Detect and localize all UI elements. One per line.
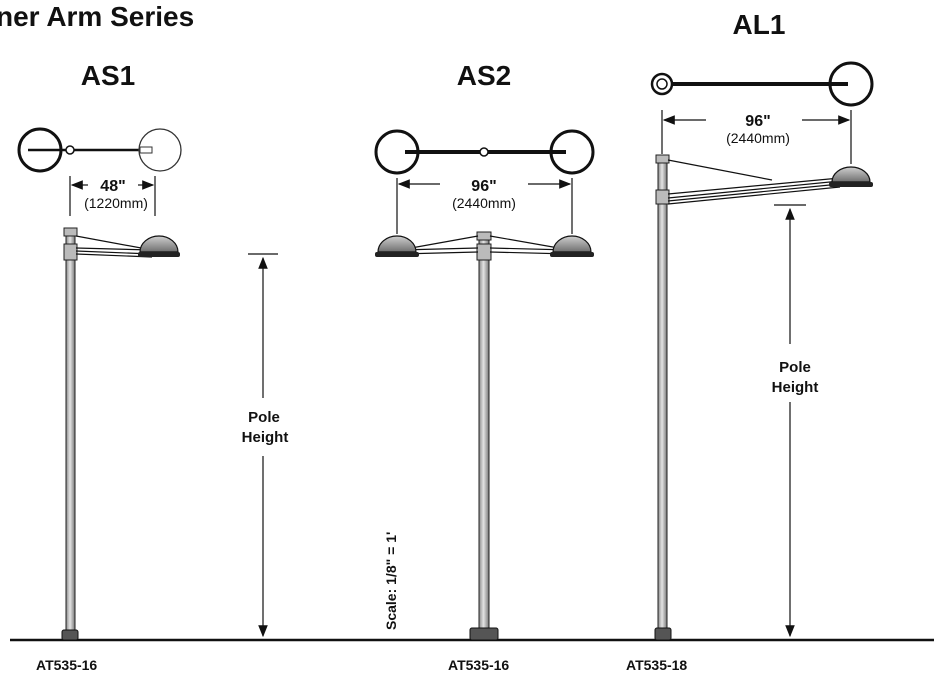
plan-view-as1 bbox=[17, 127, 182, 173]
plan-view-al1 bbox=[650, 61, 874, 107]
plan-view-as2 bbox=[374, 129, 595, 175]
span-dimension-as2 bbox=[396, 178, 573, 234]
pole-height-label-as1-line1: Pole bbox=[248, 409, 280, 426]
scale-note: Scale: 1/8" = 1' bbox=[383, 532, 399, 630]
model-title-as2: AS2 bbox=[457, 60, 511, 91]
span-inches-as1: 48" bbox=[100, 178, 125, 195]
page-title: ner Arm Series bbox=[0, 1, 194, 32]
pole-height-dimension-al1 bbox=[774, 204, 806, 638]
pole-as1 bbox=[61, 227, 180, 641]
span-mm-as2: (2440mm) bbox=[452, 195, 516, 211]
pole-part-al1: AT535-18 bbox=[626, 657, 687, 673]
pole-part-as2: AT535-16 bbox=[448, 657, 509, 673]
model-title-as1: AS1 bbox=[81, 60, 135, 91]
span-inches-al1: 96" bbox=[745, 113, 770, 130]
span-dimension-as1 bbox=[69, 176, 156, 216]
model-as1: AS1 48" (1220mm) bbox=[17, 60, 289, 673]
model-as2: AS2 96" (2440mm) bbox=[374, 60, 595, 673]
pole-as2 bbox=[375, 231, 594, 641]
model-al1: AL1 96" (2440mm) bbox=[626, 9, 874, 673]
pole-height-label-al1-line1: Pole bbox=[779, 359, 811, 376]
pole-al1 bbox=[654, 154, 873, 641]
pole-part-as1: AT535-16 bbox=[36, 657, 97, 673]
span-inches-as2: 96" bbox=[471, 178, 496, 195]
span-mm-as1: (1220mm) bbox=[84, 195, 148, 211]
model-title-al1: AL1 bbox=[733, 9, 786, 40]
span-mm-al1: (2440mm) bbox=[726, 130, 790, 146]
pole-height-label-al1-line2: Height bbox=[772, 379, 819, 396]
span-dimension-al1 bbox=[661, 110, 852, 164]
pole-height-dimension-as1 bbox=[248, 253, 278, 638]
pole-height-label-as1-line2: Height bbox=[242, 429, 289, 446]
